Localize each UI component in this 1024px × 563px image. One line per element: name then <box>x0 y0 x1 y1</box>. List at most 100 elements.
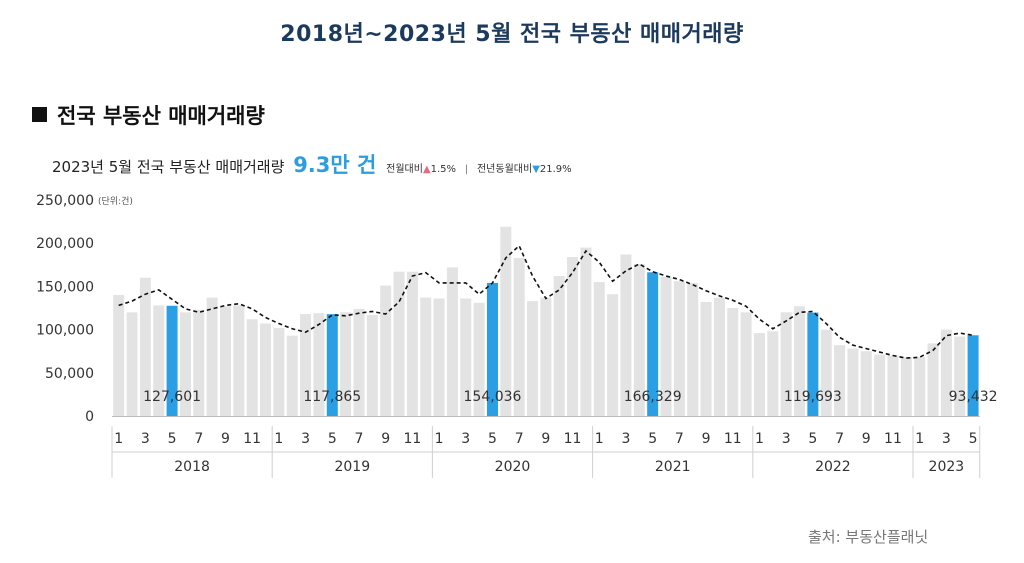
bar <box>927 343 939 416</box>
highlight-value-label: 154,036 <box>464 389 522 405</box>
mom-value: 1.5% <box>430 164 457 175</box>
month-tick-label: 3 <box>141 431 150 447</box>
y-tick-label: 50,000 <box>45 366 94 382</box>
main-title: 2018년~2023년 5월 전국 부동산 매매거래량 <box>280 22 744 47</box>
section-title: 전국 부동산 매매거래량 <box>32 100 265 130</box>
section-title-text: 전국 부동산 매매거래량 <box>57 104 265 128</box>
month-tick-label: 3 <box>782 431 791 447</box>
bar <box>887 355 899 416</box>
bar <box>753 333 765 416</box>
source-credit: 출처: 부동산플래닛 <box>808 528 929 546</box>
month-tick-label: 7 <box>355 431 364 447</box>
bar <box>126 312 138 416</box>
highlight-value-label: 166,329 <box>624 389 682 405</box>
yoy-value: 21.9% <box>539 164 572 175</box>
bar <box>366 314 378 416</box>
month-tick-label: 3 <box>942 431 951 447</box>
y-tick-label: 100,000 <box>36 323 94 339</box>
bar <box>313 313 325 416</box>
bar <box>794 306 806 416</box>
mom-label: 전월대비 <box>386 164 423 175</box>
bar <box>246 319 258 416</box>
month-tick-label: 5 <box>488 431 497 447</box>
bar <box>300 314 312 416</box>
bar <box>900 357 912 416</box>
bar <box>260 323 272 416</box>
month-tick-label: 1 <box>114 431 123 447</box>
bar <box>193 309 205 416</box>
trend-line <box>118 244 974 359</box>
y-tick-label: 150,000 <box>36 279 94 295</box>
bar <box>954 336 966 416</box>
bar <box>393 271 405 416</box>
year-label: 2023 <box>929 459 965 475</box>
bar <box>700 301 712 416</box>
bar <box>139 277 151 416</box>
year-label: 2020 <box>495 459 531 475</box>
bar <box>914 357 926 416</box>
highlight-value-label: 127,601 <box>143 389 201 405</box>
month-tick-label: 1 <box>435 431 444 447</box>
month-tick-label: 7 <box>515 431 524 447</box>
bar <box>340 312 352 416</box>
summary-lead: 2023년 5월 전국 부동산 매매거래량 <box>52 158 285 176</box>
bar <box>633 263 645 416</box>
highlight-bar <box>486 282 498 416</box>
summary-line: 2023년 5월 전국 부동산 매매거래량 9.3만 건 전월대비▲1.5% |… <box>52 149 572 179</box>
month-tick-label: 7 <box>835 431 844 447</box>
bar <box>153 305 165 416</box>
month-tick-label: 1 <box>595 431 604 447</box>
month-tick-label: 11 <box>243 431 261 447</box>
bar <box>233 305 245 416</box>
bar <box>767 331 779 416</box>
bar <box>874 354 886 416</box>
month-tick-label: 7 <box>194 431 203 447</box>
down-triangle-icon: ▼ <box>532 164 540 175</box>
month-tick-label: 9 <box>702 431 711 447</box>
month-tick-label: 11 <box>884 431 902 447</box>
year-label: 2019 <box>334 459 370 475</box>
month-tick-label: 1 <box>915 431 924 447</box>
square-bullet-icon <box>32 107 47 122</box>
month-tick-label: 5 <box>168 431 177 447</box>
year-label: 2018 <box>174 459 210 475</box>
bar <box>433 298 445 416</box>
bar <box>553 276 565 416</box>
month-tick-label: 9 <box>541 431 550 447</box>
bar <box>847 348 859 416</box>
bar <box>713 297 725 416</box>
highlight-value-label: 119,693 <box>784 389 842 405</box>
bar <box>660 276 672 416</box>
highlight-bar <box>166 305 178 416</box>
year-label: 2022 <box>815 459 851 475</box>
bar <box>834 345 846 416</box>
highlight-value-label: 93,432 <box>949 389 998 405</box>
highlight-value-label: 117,865 <box>303 389 361 405</box>
highlight-bar <box>807 312 819 416</box>
month-tick-label: 5 <box>328 431 337 447</box>
bar <box>206 297 218 416</box>
bar <box>567 257 579 416</box>
bar <box>540 297 552 416</box>
bar <box>673 281 685 416</box>
month-tick-label: 11 <box>564 431 582 447</box>
year-label: 2021 <box>655 459 691 475</box>
y-tick-label: 0 <box>85 409 94 425</box>
bar <box>860 351 872 416</box>
bar <box>420 297 432 416</box>
month-tick-label: 5 <box>808 431 817 447</box>
bar <box>473 302 485 416</box>
bar <box>446 267 458 416</box>
summary-headline: 9.3만 건 <box>293 153 377 177</box>
month-tick-label: 11 <box>403 431 421 447</box>
bar <box>380 285 392 416</box>
bar <box>620 254 632 416</box>
month-tick-label: 3 <box>301 431 310 447</box>
month-tick-label: 3 <box>622 431 631 447</box>
month-tick-label: 5 <box>969 431 978 447</box>
bar <box>607 294 619 416</box>
bar <box>513 257 525 416</box>
bar <box>580 247 592 416</box>
yoy-label: 전년동월대비 <box>476 164 533 175</box>
